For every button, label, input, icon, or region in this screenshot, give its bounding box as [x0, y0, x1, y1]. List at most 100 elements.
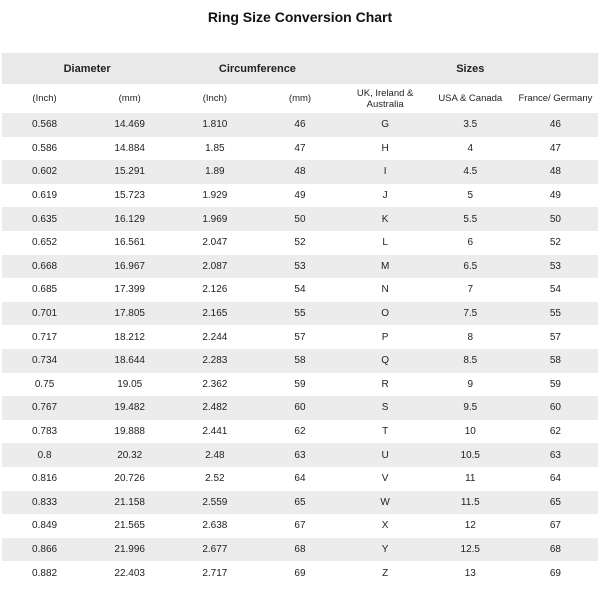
table-row: 0.701 17.805 2.165 55 O 7.5 55: [2, 301, 598, 326]
cell-circumference-mm: 46: [294, 119, 306, 131]
cell-circumference-inch: 2.52: [205, 473, 225, 485]
cell-uk-size: G: [381, 119, 390, 131]
cell-uk-size: Z: [382, 567, 389, 579]
cell-france-size: 55: [549, 308, 561, 320]
cell-usa-size: 11: [465, 473, 476, 485]
cell-uk-size: N: [381, 284, 389, 296]
cell-diameter-mm: 22.403: [114, 567, 145, 579]
cell-circumference-mm: 53: [294, 260, 306, 272]
cell-france-size: 62: [549, 426, 561, 438]
table-row: 0.652 16.561 2.047 52 L 6 52: [2, 231, 598, 255]
cell-uk-size: J: [382, 190, 388, 202]
cell-circumference-inch: 2.283: [202, 355, 228, 367]
cell-diameter-mm: 19.05: [117, 378, 143, 390]
cell-france-size: 52: [549, 237, 561, 249]
cell-uk-size: P: [381, 331, 389, 343]
cell-uk-size: Y: [381, 543, 389, 555]
cell-france-size: 68: [549, 543, 561, 555]
cell-diameter-inch: 0.849: [32, 520, 58, 532]
cell-diameter-mm: 19.888: [114, 426, 145, 438]
cell-uk-size: Q: [381, 355, 390, 367]
cell-diameter-inch: 0.717: [32, 331, 58, 343]
table-row: 0.619 15.723 1.929 49 J 5 49: [2, 184, 598, 208]
cell-france-size: 65: [549, 496, 561, 508]
cell-circumference-mm: 67: [294, 520, 306, 532]
cell-circumference-mm: 62: [294, 426, 306, 438]
cell-uk-size: H: [381, 142, 389, 154]
cell-diameter-mm: 21.996: [114, 543, 145, 555]
cell-uk-size: W: [380, 496, 390, 508]
cell-france-size: 58: [549, 355, 561, 367]
table-row: 0.882 22.403 2.717 69 Z 13 69: [2, 561, 598, 585]
cell-circumference-inch: 2.087: [202, 260, 228, 272]
cell-usa-size: 12.5: [460, 543, 480, 555]
cell-usa-size: 4.5: [463, 166, 478, 178]
subheader-france: France/ Germany: [512, 84, 598, 113]
cell-diameter-mm: 20.32: [117, 449, 143, 461]
table-row: 0.568 14.469 1.810 46 G 3.5 46: [2, 113, 598, 137]
cell-diameter-inch: 0.568: [32, 119, 58, 131]
cell-diameter-inch: 0.734: [32, 355, 58, 367]
cell-france-size: 63: [549, 449, 561, 461]
table-row: 0.586 14.884 1.85 47 H 4 47: [2, 137, 598, 161]
cell-circumference-mm: 49: [294, 190, 306, 202]
cell-circumference-mm: 68: [294, 543, 306, 555]
cell-circumference-mm: 50: [294, 213, 306, 225]
cell-diameter-inch: 0.767: [32, 402, 58, 414]
cell-circumference-mm: 60: [294, 402, 306, 414]
cell-usa-size: 6: [467, 237, 474, 249]
cell-usa-size: 8.5: [463, 355, 478, 367]
header-sizes: Sizes: [342, 53, 598, 84]
cell-circumference-inch: 2.482: [202, 402, 228, 414]
cell-diameter-inch: 0.701: [32, 308, 58, 320]
subheader-uk: UK, Ireland & Australia: [342, 84, 428, 113]
cell-diameter-inch: 0.685: [32, 284, 58, 296]
subheader-circumference-mm: (mm): [257, 84, 343, 113]
cell-circumference-inch: 2.244: [202, 331, 228, 343]
cell-diameter-inch: 0.586: [32, 142, 58, 154]
cell-diameter-mm: 18.644: [114, 355, 145, 367]
cell-diameter-mm: 15.723: [114, 190, 145, 202]
cell-france-size: 57: [549, 331, 561, 343]
cell-usa-size: 5: [467, 190, 474, 202]
cell-usa-size: 5.5: [463, 213, 478, 225]
cell-circumference-mm: 65: [294, 496, 306, 508]
subheader-diameter-mm: (mm): [87, 84, 173, 113]
cell-diameter-mm: 21.158: [114, 496, 145, 508]
cell-circumference-mm: 47: [294, 142, 306, 154]
cell-circumference-mm: 57: [294, 331, 306, 343]
cell-france-size: 67: [549, 520, 561, 532]
table-row: 0.849 21.565 2.638 67 X 12 67: [2, 514, 598, 538]
cell-usa-size: 9: [467, 378, 474, 390]
cell-usa-size: 8: [467, 331, 474, 343]
cell-usa-size: 4: [467, 142, 474, 154]
cell-circumference-inch: 2.559: [202, 496, 228, 508]
cell-circumference-inch: 2.126: [202, 284, 228, 296]
cell-diameter-inch: 0.8: [37, 449, 52, 461]
cell-uk-size: U: [381, 449, 389, 461]
cell-uk-size: K: [381, 213, 389, 225]
cell-diameter-mm: 16.129: [114, 213, 145, 225]
cell-circumference-mm: 54: [294, 284, 306, 296]
cell-usa-size: 10: [464, 426, 476, 438]
cell-uk-size: V: [381, 473, 389, 485]
table-row: 0.668 16.967 2.087 53 M 6.5 53: [2, 254, 598, 279]
subheader-diameter-inch: (Inch): [2, 84, 88, 113]
table-row: 0.866 21.996 2.677 68 Y 12.5 68: [2, 537, 598, 562]
cell-diameter-mm: 14.884: [114, 142, 145, 154]
cell-diameter-mm: 20.726: [114, 473, 145, 485]
cell-circumference-mm: 63: [294, 449, 306, 461]
cell-diameter-inch: 0.602: [32, 166, 58, 178]
table-body: 0.568 14.469 1.810 46 G 3.5 46 0.586 14.884 1.85 4…: [2, 113, 598, 585]
cell-circumference-inch: 2.48: [205, 449, 225, 461]
cell-usa-size: 7.5: [463, 308, 478, 320]
table-row: 0.816 20.726 2.52 64 V 11 64: [2, 467, 598, 491]
table-row: 0.717 18.212 2.244 57 P 8 57: [2, 325, 598, 349]
cell-france-size: 49: [549, 190, 561, 202]
page-title: Ring Size Conversion Chart: [207, 9, 393, 25]
cell-diameter-mm: 17.399: [114, 284, 145, 296]
cell-france-size: 46: [549, 119, 561, 131]
cell-circumference-inch: 1.810: [202, 119, 228, 131]
cell-circumference-inch: 2.165: [202, 308, 228, 320]
cell-circumference-inch: 2.047: [202, 237, 228, 249]
